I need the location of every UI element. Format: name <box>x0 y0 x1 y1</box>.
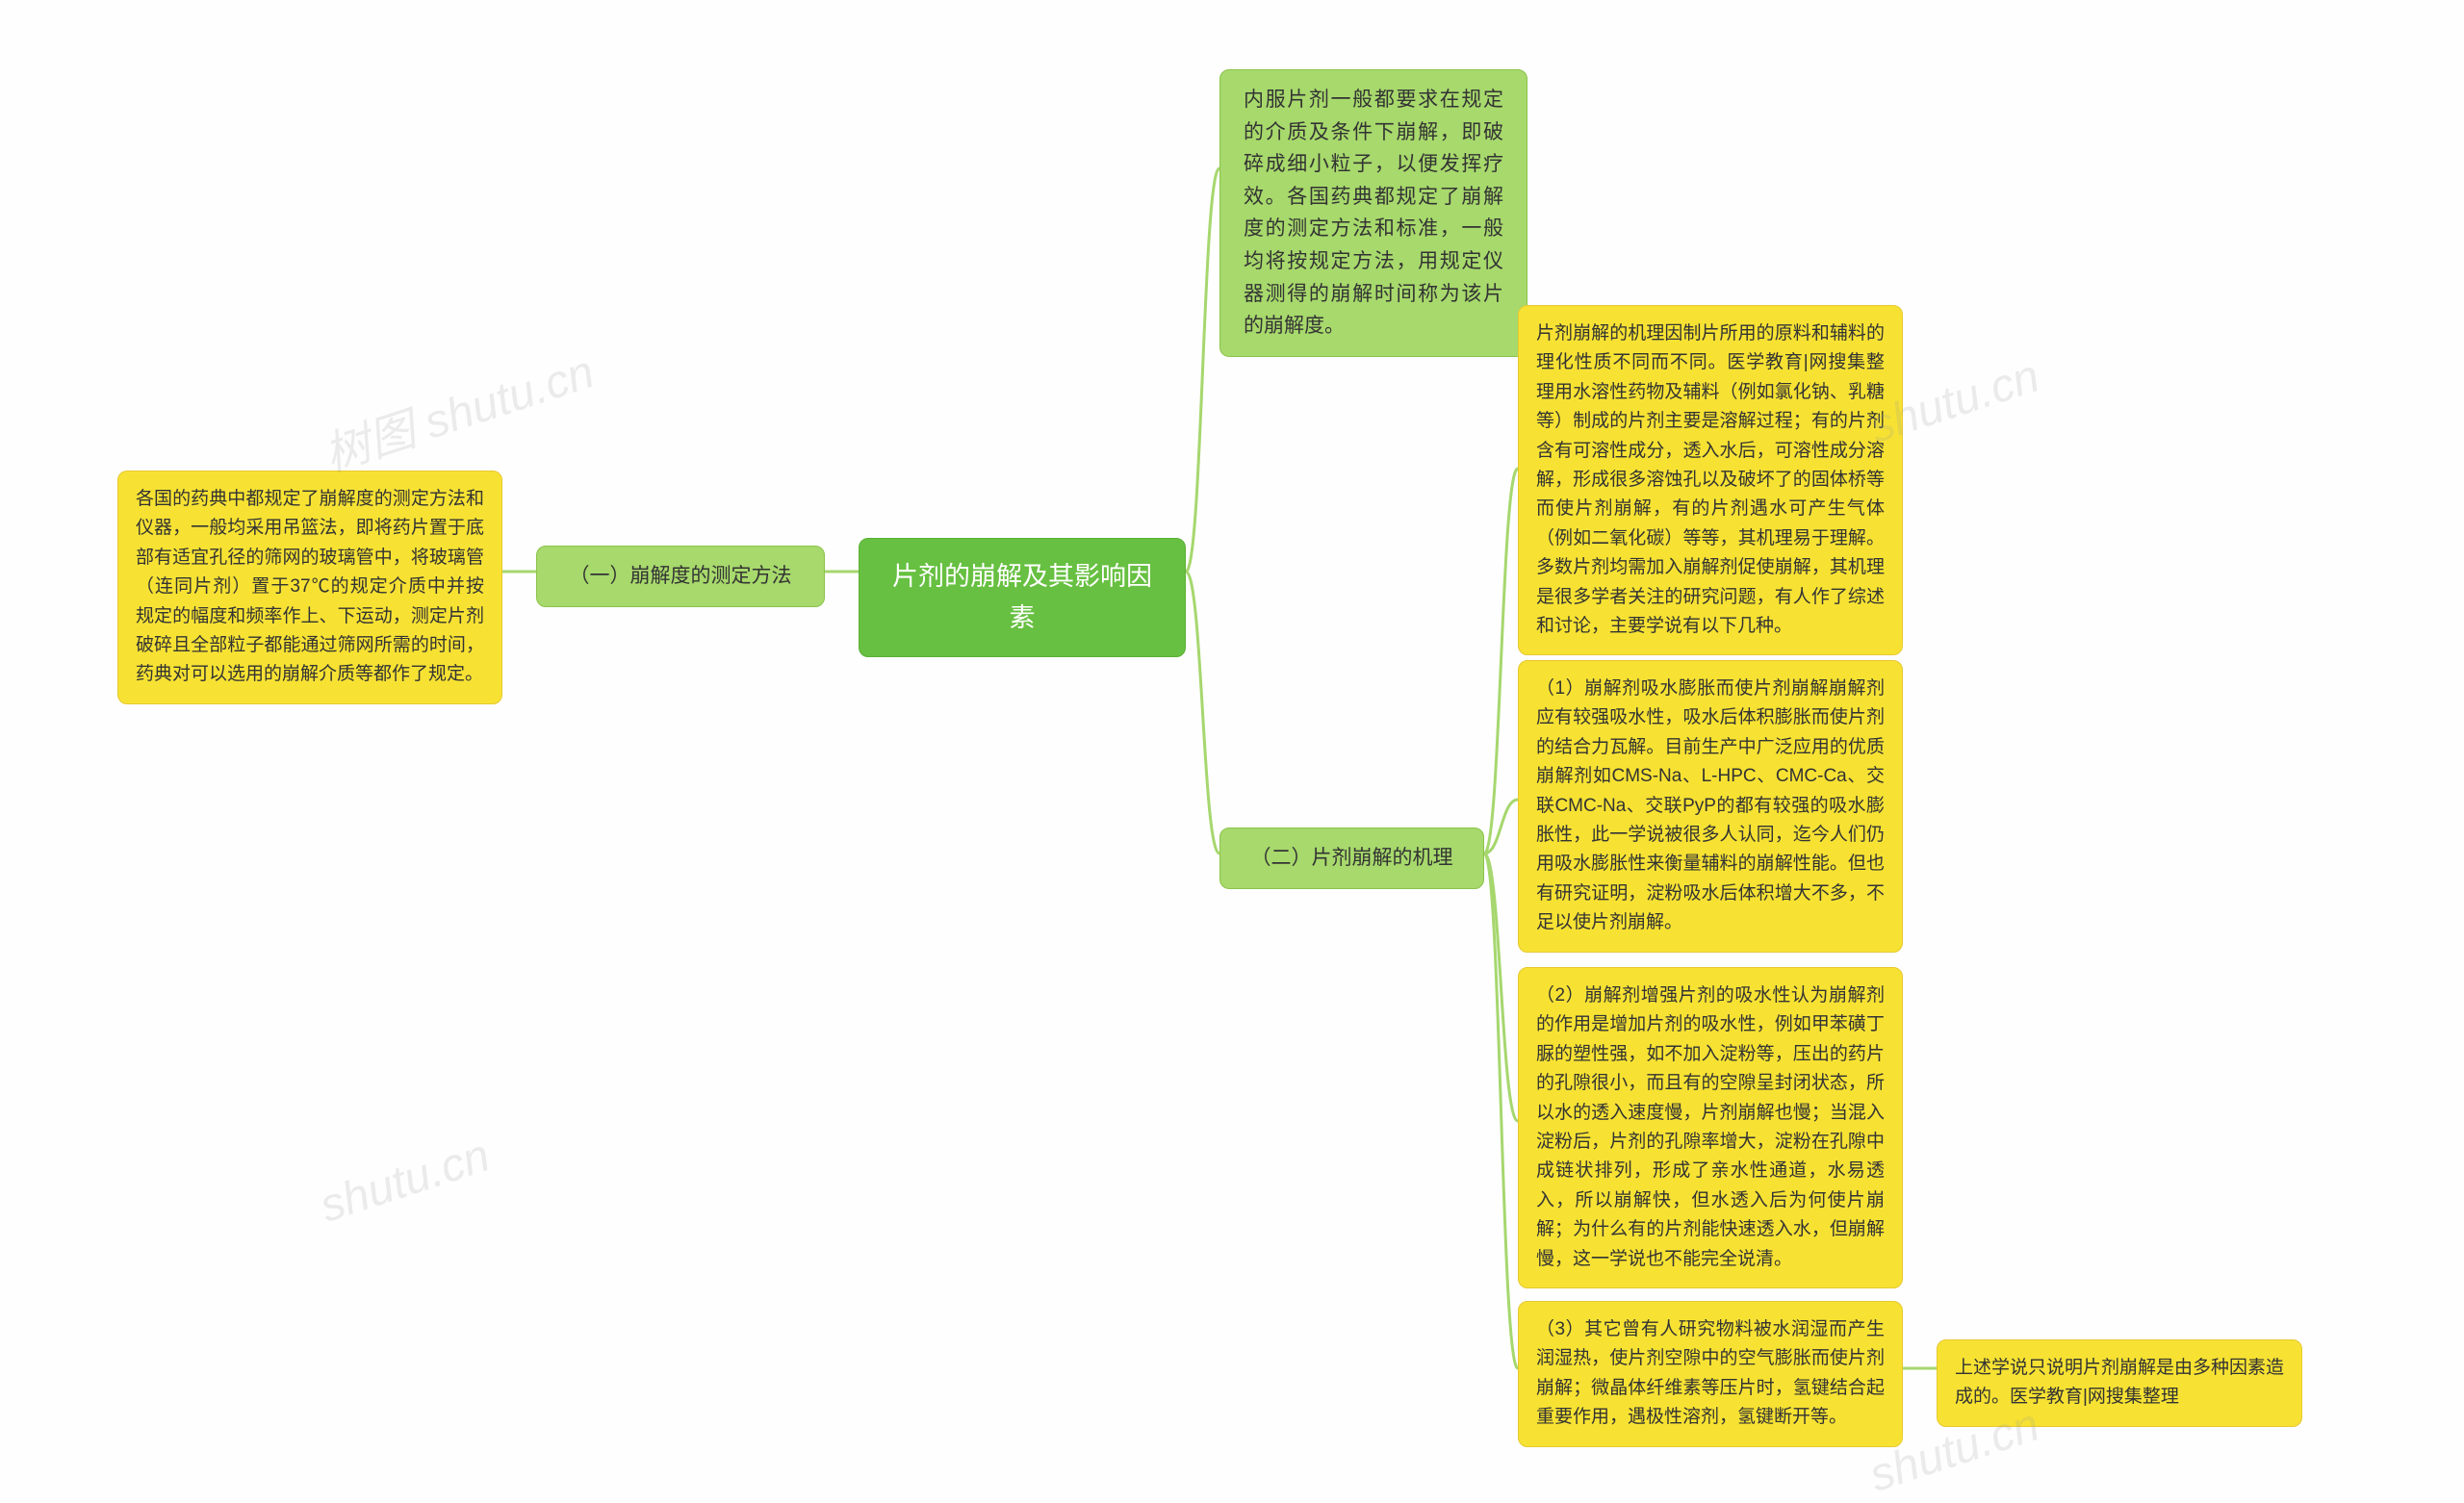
branch-node-mechanism[interactable]: （二）片剂崩解的机理 <box>1219 828 1484 889</box>
leaf-node-mechanism-1[interactable]: 片剂崩解的机理因制片所用的原料和辅料的理化性质不同而不同。医学教育|网搜集整理用… <box>1518 305 1903 655</box>
branch-node-method[interactable]: （一）崩解度的测定方法 <box>536 546 825 607</box>
link-path <box>1484 853 1518 1121</box>
watermark: shutu.cn <box>314 1129 497 1233</box>
link-path <box>1484 800 1518 853</box>
leaf-node-mechanism-3[interactable]: （2）崩解剂增强片剂的吸水性认为崩解剂的作用是增加片剂的吸水性，例如甲苯磺丁脲的… <box>1518 967 1903 1288</box>
link-path <box>1484 853 1518 1368</box>
leaf-node-intro[interactable]: 内服片剂一般都要求在规定的介质及条件下崩解，即破碎成细小粒子，以便发挥疗效。各国… <box>1219 69 1527 357</box>
root-node[interactable]: 片剂的崩解及其影响因素 <box>859 538 1186 657</box>
watermark: 树图 shutu.cn <box>314 334 601 484</box>
leaf-node-mechanism-4-sub[interactable]: 上述学说只说明片剂崩解是由多种因素造成的。医学教育|网搜集整理 <box>1937 1339 2302 1427</box>
link-path <box>1484 469 1518 853</box>
leaf-node-mechanism-2[interactable]: （1）崩解剂吸水膨胀而使片剂崩解崩解剂应有较强吸水性，吸水后体积膨胀而使片剂的结… <box>1518 660 1903 953</box>
leaf-node-method-detail[interactable]: 各国的药典中都规定了崩解度的测定方法和仪器，一般均采用吊篮法，即将药片置于底部有… <box>117 471 502 704</box>
leaf-node-mechanism-4[interactable]: （3）其它曾有人研究物料被水润湿而产生润湿热，使片剂空隙中的空气膨胀而使片剂崩解… <box>1518 1301 1903 1447</box>
link-path <box>1186 572 1219 853</box>
link-path <box>1186 168 1219 572</box>
